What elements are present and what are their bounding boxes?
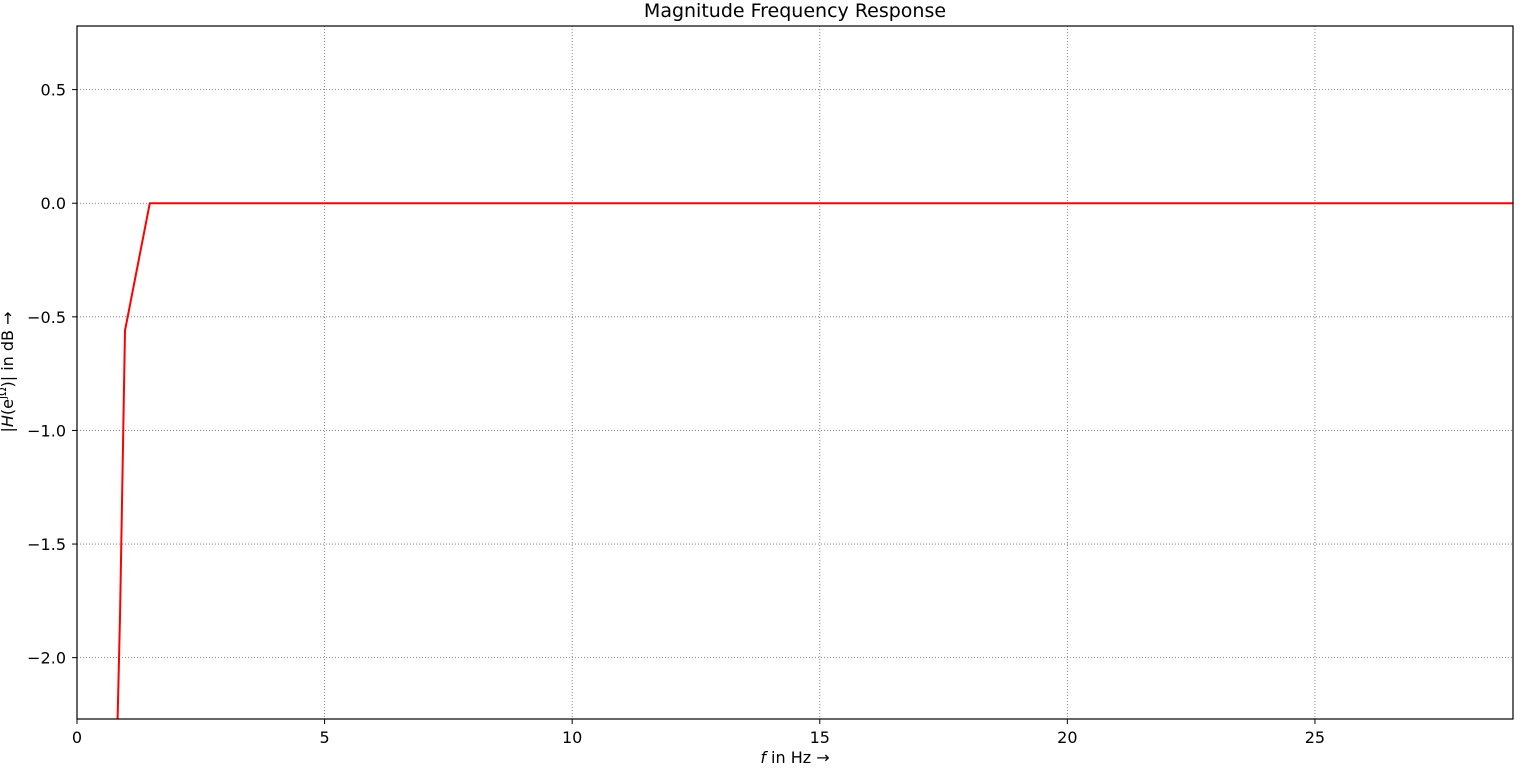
- y-tick-label: 0.0: [41, 194, 66, 213]
- series-layer: [116, 202, 1513, 720]
- y-tick-label: 0.5: [41, 81, 66, 100]
- magnitude-response-line: [116, 202, 1513, 720]
- x-tick-label: 5: [319, 728, 329, 747]
- x-axis-label: f in Hz →: [760, 748, 829, 767]
- plot-frame: [76, 25, 1514, 720]
- x-axis-label-var: f: [760, 748, 768, 767]
- x-tick-label: 15: [810, 728, 830, 747]
- y-tick-label: −0.5: [27, 308, 66, 327]
- y-axis-label-post: )| in dB →: [0, 312, 17, 388]
- tick-layer: 0 5 10 15 20 25 −2.0 −1.5 −1.0 −0.5 0.0 0.5: [27, 81, 1325, 747]
- grid-lines: [77, 26, 1513, 719]
- x-tick-label: 25: [1305, 728, 1325, 747]
- y-axis-label-pre: |: [0, 427, 17, 432]
- y-tick-label: −1.5: [27, 535, 66, 554]
- y-axis-label-var: H: [0, 415, 17, 427]
- x-tick-label: 10: [562, 728, 582, 747]
- y-axis-label: |H(ejΩ)| in dB →: [0, 312, 17, 433]
- y-axis-label-sup: jΩ: [0, 388, 9, 400]
- y-tick-label: −1.0: [27, 421, 66, 440]
- x-tick-label: 20: [1057, 728, 1077, 747]
- x-tick-label: 0: [72, 728, 82, 747]
- x-axis-label-text: in Hz →: [766, 748, 830, 767]
- y-axis-label-mid: (e: [0, 399, 17, 415]
- y-tick-label: −2.0: [27, 649, 66, 668]
- chart-title: Magnitude Frequency Response: [644, 0, 946, 22]
